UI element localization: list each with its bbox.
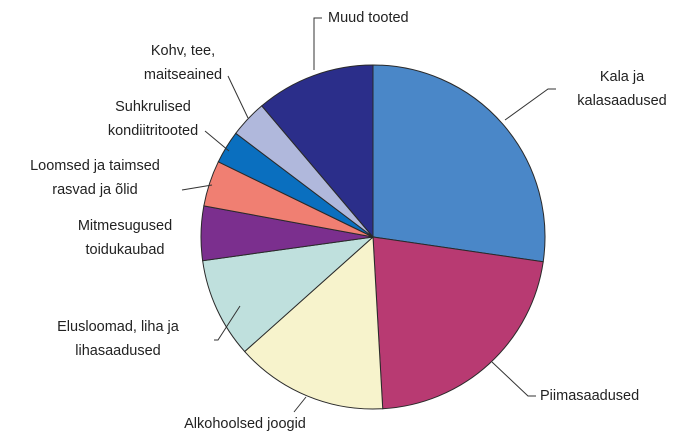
- slice-label-line: lihasaadused: [75, 343, 160, 359]
- slice-label: Muud tooted: [328, 10, 409, 26]
- leader-line: [214, 305, 241, 341]
- slice-label-line: Piimasaadused: [540, 388, 639, 404]
- slice-label-line: rasvad ja õlid: [52, 182, 137, 198]
- slice-label-line: toidukaubad: [85, 242, 164, 258]
- slice-label-line: maitseained: [144, 67, 222, 83]
- slice-label-line: Kohv, tee,: [151, 43, 215, 59]
- pie-slice: [243, 235, 384, 410]
- slice-label-line: Alkohoolsed joogid: [184, 416, 306, 432]
- leader-line: [491, 361, 536, 397]
- leader-line: [181, 184, 213, 191]
- slice-label: Suhkrulised kondiitritooted: [108, 99, 198, 139]
- slice-label-line: Suhkrulised: [115, 99, 191, 115]
- pie-slice: [261, 64, 374, 239]
- slice-label: Alkohoolsed joogid: [184, 416, 306, 432]
- slice-label-line: Elusloomad, liha ja: [57, 319, 180, 335]
- pie-slice: [372, 236, 544, 410]
- slice-label: Elusloomad, liha ja lihasaadused: [57, 319, 180, 359]
- pie-slice: [202, 236, 375, 353]
- slice-label-line: kondiitritooted: [108, 123, 198, 139]
- slice-label-line: Muud tooted: [328, 10, 409, 26]
- leader-line: [313, 17, 322, 70]
- leader-line: [293, 396, 307, 413]
- leader-line: [204, 130, 230, 152]
- slice-label-line: Loomsed ja taimsed: [30, 158, 160, 174]
- slice-label: Mitmesugused toidukaubad: [78, 218, 172, 258]
- leader-line: [504, 88, 556, 121]
- slice-label-line: kalasaadused: [577, 93, 667, 109]
- slice-label: Piimasaadused: [540, 388, 639, 404]
- slice-label: Loomsed ja taimsed rasvad ja õlid: [30, 158, 160, 198]
- pie-slice: [372, 64, 546, 263]
- slice-label: Kohv, tee, maitseained: [144, 43, 222, 83]
- leader-line: [227, 75, 249, 119]
- slice-label-line: Mitmesugused: [78, 218, 172, 234]
- slice-label-line: Kala ja: [600, 69, 645, 85]
- slice-label: Kala ja kalasaadused: [577, 69, 667, 109]
